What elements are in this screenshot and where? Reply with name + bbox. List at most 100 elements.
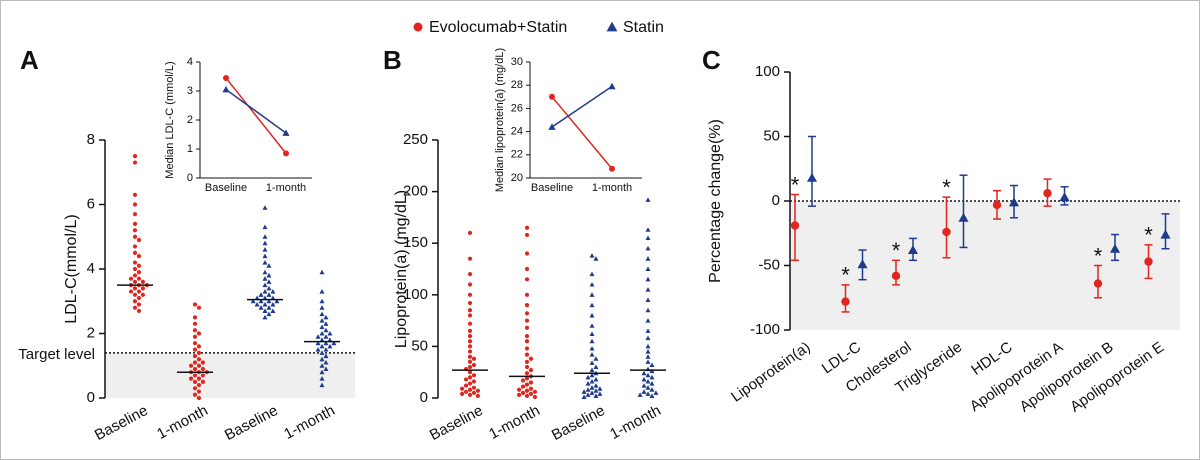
- triangle-point: [585, 392, 591, 397]
- triangle-point: [323, 340, 329, 346]
- circle-point: [528, 368, 534, 373]
- y-tick-label: 2: [187, 114, 193, 126]
- triangle-point: [266, 285, 272, 291]
- triangle-point: [593, 356, 599, 361]
- triangle-point: [262, 314, 268, 320]
- triangle-point: [645, 343, 651, 349]
- circle-point: [188, 376, 194, 381]
- triangle-point: [597, 386, 603, 391]
- circle-point: [1144, 257, 1153, 266]
- circle-point: [1043, 189, 1052, 198]
- circle-point: [192, 334, 198, 339]
- circle-point: [467, 308, 473, 313]
- circle-point: [132, 305, 138, 310]
- circle-point: [841, 297, 850, 306]
- circle-point: [132, 202, 138, 207]
- triangle-point: [585, 387, 591, 392]
- circle-point: [891, 271, 901, 281]
- triangle-point: [262, 224, 268, 230]
- y-tick-label: 100: [755, 63, 780, 80]
- circle-point: [524, 225, 530, 230]
- triangle-point: [319, 305, 325, 310]
- significance-mark: *: [841, 263, 850, 288]
- circle-point: [132, 299, 138, 304]
- triangle-point: [319, 363, 325, 368]
- circle-point: [524, 393, 530, 399]
- inset-line: [551, 96, 613, 170]
- triangle-point: [319, 298, 325, 304]
- inset-line: [551, 85, 613, 128]
- y-tick-label: 8: [87, 131, 95, 148]
- y-tick-label: 0: [772, 192, 780, 209]
- y-tick-label: 6: [87, 195, 95, 212]
- triangle-point: [645, 245, 651, 251]
- triangle-point: [645, 227, 651, 232]
- circle-point: [188, 363, 194, 368]
- circle-point: [524, 371, 530, 376]
- circle-point: [459, 386, 465, 391]
- triangle-point: [319, 324, 325, 330]
- circle-point: [467, 321, 473, 326]
- triangle-point: [649, 368, 655, 374]
- circle-point: [467, 354, 473, 359]
- triangle-point: [319, 382, 325, 388]
- circle-point: [192, 347, 198, 352]
- circle-point: [524, 364, 530, 370]
- circle-point: [516, 387, 522, 392]
- circle-point: [471, 356, 477, 361]
- circle-point: [132, 228, 138, 233]
- circle-point: [528, 356, 534, 361]
- triangle-point: [1008, 197, 1020, 207]
- circle-point: [192, 360, 198, 365]
- triangle-point: [262, 269, 268, 275]
- triangle-point: [589, 292, 595, 297]
- triangle-point: [1109, 243, 1121, 253]
- target-label: Target level: [18, 346, 95, 363]
- inset-x-label: 1-month: [592, 182, 632, 194]
- triangle-point: [649, 393, 655, 398]
- circle-point: [524, 382, 530, 387]
- circle-point: [524, 303, 530, 308]
- circle-point: [200, 360, 206, 365]
- y-tick-label: 22: [511, 149, 523, 161]
- triangle-point: [589, 352, 595, 357]
- circle-point: [192, 302, 198, 307]
- triangle-point: [645, 276, 651, 282]
- triangle-point: [806, 172, 818, 182]
- circle-point: [196, 350, 202, 355]
- triangle-point: [266, 279, 272, 284]
- triangle-point: [266, 311, 272, 317]
- circle-point: [196, 363, 202, 368]
- triangle-point: [270, 308, 276, 313]
- triangle-point: [645, 391, 651, 396]
- circle-point: [520, 384, 526, 389]
- triangle-point: [282, 129, 290, 136]
- triangle-point: [645, 328, 651, 333]
- y-tick-label: 150: [403, 234, 428, 251]
- legend-marker: [413, 22, 423, 32]
- circle-point: [132, 154, 138, 159]
- triangle-point: [319, 269, 325, 275]
- y-tick-label: 4: [187, 56, 193, 68]
- circle-point: [192, 328, 198, 333]
- circle-point: [524, 359, 530, 364]
- triangle-point: [593, 388, 599, 393]
- circle-point: [192, 392, 198, 397]
- circle-point: [467, 230, 473, 235]
- circle-point: [609, 165, 615, 172]
- circle-point: [132, 286, 138, 291]
- triangle-point: [262, 234, 268, 239]
- circle-point: [475, 393, 481, 399]
- triangle-point: [266, 263, 272, 268]
- circle-point: [140, 279, 146, 284]
- triangle-point: [262, 308, 268, 313]
- circle-point: [132, 212, 138, 217]
- circle-point: [524, 388, 530, 393]
- triangle-point: [597, 391, 603, 396]
- triangle-point: [258, 298, 264, 304]
- circle-point: [467, 387, 473, 392]
- circle-point: [524, 292, 530, 297]
- circle-point: [471, 385, 477, 390]
- circle-point: [467, 333, 473, 339]
- triangle-point: [645, 256, 651, 261]
